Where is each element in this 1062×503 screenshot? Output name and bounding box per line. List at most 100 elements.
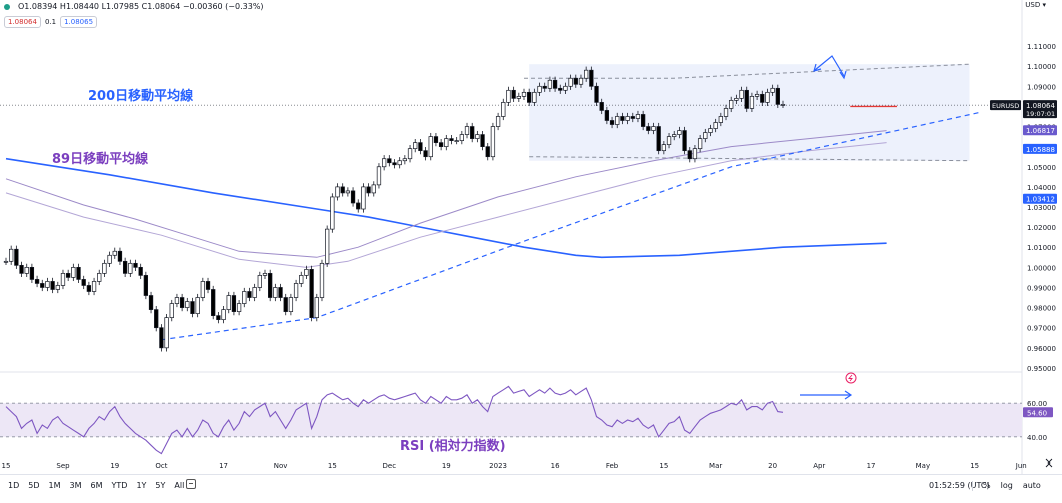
candle-body xyxy=(314,297,319,318)
range-1m[interactable]: 1M xyxy=(48,481,61,490)
candle-body xyxy=(226,295,231,310)
candle-body xyxy=(14,248,19,266)
candle-body xyxy=(195,297,200,314)
time-tick-label: Nov xyxy=(274,462,288,470)
ma89-label: 89日移動平均線 xyxy=(52,151,149,167)
log-toggle[interactable]: log xyxy=(1000,481,1013,490)
candle-body xyxy=(309,269,314,318)
candle-body xyxy=(418,142,423,152)
candle-body xyxy=(687,150,692,160)
range-ytd[interactable]: YTD xyxy=(111,481,128,490)
candle-body xyxy=(775,87,780,105)
candle-body xyxy=(423,150,428,158)
candle-body xyxy=(179,297,185,308)
candle-body xyxy=(299,275,304,284)
time-tick-label: Feb xyxy=(606,462,619,470)
price-tick-label: 1.11000 xyxy=(1027,43,1056,51)
zoom-icon[interactable] xyxy=(1045,458,1053,468)
ma89-line xyxy=(5,130,887,258)
candle-body xyxy=(216,315,221,321)
candle-body xyxy=(568,77,573,87)
candle-body xyxy=(754,93,760,97)
candle-body xyxy=(86,285,92,292)
candle-body xyxy=(454,140,459,142)
candle-body xyxy=(578,77,584,85)
range-3m[interactable]: 3M xyxy=(69,481,82,490)
price-chart[interactable]: 60.00 40.00 54.60 1.11000 1.10000 1.09000 1.0… xyxy=(0,0,1062,474)
candle-body xyxy=(55,285,60,290)
candle-body xyxy=(205,281,211,290)
candle-body xyxy=(361,186,366,210)
percent-toggle[interactable]: % xyxy=(983,481,991,490)
candle-body xyxy=(547,79,553,89)
candle-body xyxy=(438,142,444,147)
time-tick-label: Sep xyxy=(56,462,70,470)
candle-body xyxy=(444,138,449,147)
sell-button[interactable]: 1.08064 xyxy=(4,16,41,28)
candle-body xyxy=(532,91,537,103)
time-tick-label: Dec xyxy=(383,462,397,470)
candle-body xyxy=(563,85,568,91)
candle-body xyxy=(262,273,268,276)
ma200-line xyxy=(5,157,887,259)
range-5y[interactable]: 5Y xyxy=(155,481,166,490)
buy-button[interactable]: 1.08065 xyxy=(60,16,98,28)
annotations: 200日移動平均線 89日移動平均線 RSI (相対力指数) xyxy=(52,55,1053,468)
price-tag xyxy=(1023,125,1057,136)
candle-body xyxy=(66,273,71,278)
candle-body xyxy=(770,87,775,93)
candle-body xyxy=(495,116,501,127)
utc-clock[interactable]: 01:52:59 (UTC) xyxy=(929,481,990,490)
candle-body xyxy=(107,254,112,264)
range-1y[interactable]: 1Y xyxy=(136,481,147,490)
candle-body xyxy=(345,190,351,194)
candle-body xyxy=(371,184,376,194)
time-axis[interactable]: 15 Sep 19 Oct 17 Nov 15 Dec 19 2023 16 Feb 15 Mar 20 Ap… xyxy=(2,462,1027,470)
auto-toggle[interactable]: auto xyxy=(1022,481,1041,490)
candle-body xyxy=(325,228,330,264)
candle-body xyxy=(242,291,247,304)
candle-body xyxy=(247,291,252,298)
currency-selector[interactable]: USD ▾ xyxy=(1025,1,1046,9)
candle-body xyxy=(164,317,169,349)
range-1d[interactable]: 1D xyxy=(8,481,20,490)
candle-body xyxy=(651,126,656,131)
candle-body xyxy=(221,309,226,321)
calendar-icon[interactable] xyxy=(186,479,196,489)
candle-body xyxy=(765,91,770,103)
candle-body xyxy=(402,158,408,162)
price-tick-label: 0.98000 xyxy=(1027,305,1056,313)
candle-body xyxy=(45,281,50,288)
candle-body xyxy=(169,303,174,318)
candle-body xyxy=(335,186,340,198)
candle-body xyxy=(159,327,164,349)
candle-body xyxy=(122,260,128,274)
ohlc-text: O1.08394 H1.08440 L1.07985 C1.08064 −0.0… xyxy=(18,2,264,11)
rsi-value: 54.60 xyxy=(1027,409,1047,417)
rsi-tick-label: 40.00 xyxy=(1027,434,1047,442)
candle-body xyxy=(148,295,154,310)
time-tick-label: Jun xyxy=(1015,462,1027,470)
range-5d[interactable]: 5D xyxy=(28,481,40,490)
time-tick-label: 15 xyxy=(328,462,337,470)
arrowhead-icon xyxy=(844,390,853,400)
status-dot-icon xyxy=(4,3,10,10)
candle-body xyxy=(319,262,325,298)
candle-body xyxy=(703,132,708,139)
candle-body xyxy=(527,91,532,103)
candle-body xyxy=(304,269,309,276)
price-tick-label: 0.95000 xyxy=(1027,365,1056,373)
price-tick-label: 0.96000 xyxy=(1027,345,1056,353)
price-axis[interactable]: 1.110001.100001.090001.080001.070001.060… xyxy=(990,43,1057,373)
price-tag-value: 1.08064 xyxy=(1026,102,1055,110)
candle-body xyxy=(356,202,361,210)
range-all[interactable]: All xyxy=(174,481,185,490)
candle-body xyxy=(697,138,703,150)
lightning-icon[interactable] xyxy=(845,372,857,384)
candle-body xyxy=(71,267,76,278)
price-tag xyxy=(1023,193,1057,204)
candle-body xyxy=(713,122,718,129)
candle-body xyxy=(475,134,480,139)
candle-body xyxy=(340,186,345,194)
range-6m[interactable]: 6M xyxy=(90,481,103,490)
